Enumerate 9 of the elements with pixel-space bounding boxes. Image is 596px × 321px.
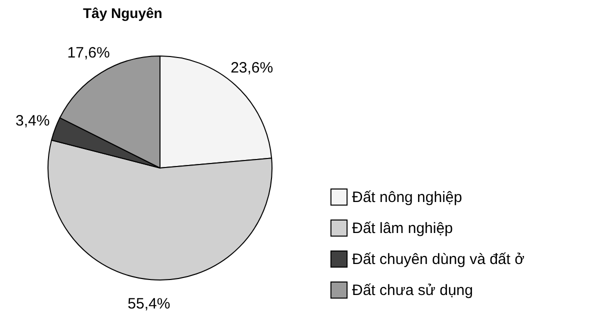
data-label: 55,4% <box>128 296 170 313</box>
legend-label: Đất nông nghiệp <box>352 189 462 206</box>
chart-title: Tây Nguyên <box>83 5 162 21</box>
legend-label: Đất chưa sử dụng <box>352 282 473 299</box>
data-label: 3,4% <box>16 112 50 130</box>
legend-label: Đất lâm nghiệp <box>352 220 453 237</box>
data-label: 17,6% <box>67 44 110 62</box>
data-label: 23,6% <box>230 60 274 77</box>
legend-label: Đất chuyên dùng và đất ở <box>352 251 525 268</box>
